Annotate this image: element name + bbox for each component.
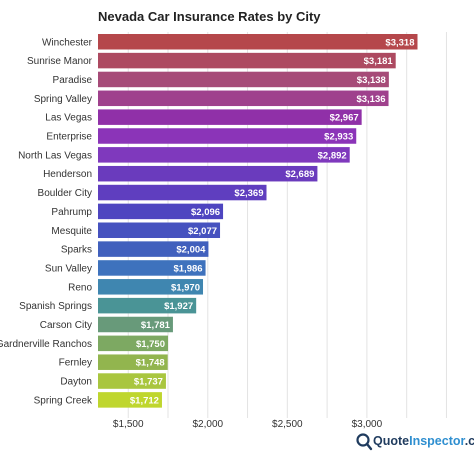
bar [98,90,389,107]
bar-value-label: $1,712 [130,395,159,406]
bar [98,222,221,238]
category-label: Fernley [59,358,92,369]
bar-value-label: $2,369 [234,188,263,199]
x-tick-label: $1,500 [113,419,144,430]
bar-value-label: $3,181 [364,56,394,67]
bar [98,34,418,50]
brand-text-quote: Quote [373,434,409,448]
bar [98,316,173,333]
category-label: Sunrise Manor [27,56,93,67]
x-tick-label: $2,000 [192,419,223,430]
bar-value-label: $2,967 [330,113,359,124]
bar-value-label: $1,781 [141,320,171,331]
x-tick-label: $3,000 [352,419,383,430]
bar [98,297,197,314]
bar-value-label: $1,750 [136,339,165,350]
category-label: North Las Vegas [18,150,92,161]
bar-value-label: $2,933 [324,132,353,143]
svg-text:QuoteInspector.com: QuoteInspector.com [373,434,474,448]
category-label: Las Vegas [45,113,92,124]
category-label: Boulder City [38,188,92,199]
category-label: Spanish Springs [19,301,92,312]
bar-value-label: $2,892 [318,150,347,161]
bar [98,260,206,276]
bar [98,147,350,163]
bar [98,241,209,257]
bar-value-label: $3,318 [385,37,414,48]
bar-value-label: $1,927 [164,301,193,312]
category-label: Reno [68,282,92,293]
category-label: Paradise [53,75,93,86]
category-label: Pahrump [51,207,92,218]
x-axis-ticks: $1,500 $2,000 $2,500 $3,000 [113,419,383,430]
bar-value-label: $1,748 [136,358,165,369]
bar-value-label: $1,986 [173,263,202,274]
category-labels: Winchester Sunrise Manor Paradise Spring Va… [0,37,93,406]
bar [98,184,267,201]
category-label: Mesquite [51,226,92,237]
bar-value-label: $1,970 [171,282,200,293]
bar [98,128,357,144]
bar-value-label: $2,689 [285,169,314,180]
brand-text-inspector: Inspector [409,434,465,448]
category-label: Spring Creek [34,395,93,406]
bar-value-label: $2,077 [188,226,217,237]
bar [98,165,318,182]
bar [98,71,389,88]
category-label: Winchester [42,37,93,48]
bar-value-label: $1,737 [134,377,163,388]
category-label: Sun Valley [45,263,92,274]
bar [98,109,362,125]
category-label: Gardnerville Ranchos [0,339,92,350]
bar [98,203,224,220]
bar-value-label: $2,004 [176,245,206,256]
x-tick-label: $2,500 [272,419,303,430]
chart-title: Nevada Car Insurance Rates by City [98,9,321,24]
bar [98,354,168,370]
bar [98,279,204,295]
category-label: Carson City [40,320,92,331]
category-label: Dayton [60,377,92,388]
brand-logo: QuoteInspector.com [356,433,474,451]
brand-text-com: .com [465,434,474,448]
bar [98,52,396,69]
bar [98,373,166,389]
magnifier-icon [356,433,373,451]
category-label: Sparks [61,245,92,256]
bar [98,392,162,408]
category-label: Enterprise [46,132,92,143]
bar-value-label: $3,136 [356,94,385,105]
category-label: Henderson [43,169,92,180]
bars-group: $3,318 $3,181 $3,138 $3,136 $2,967 $2,933 $2,8… [98,34,418,408]
bar-value-label: $2,096 [191,207,220,218]
bar [98,335,169,352]
category-label: Spring Valley [34,94,92,105]
bar-value-label: $3,138 [357,75,386,86]
